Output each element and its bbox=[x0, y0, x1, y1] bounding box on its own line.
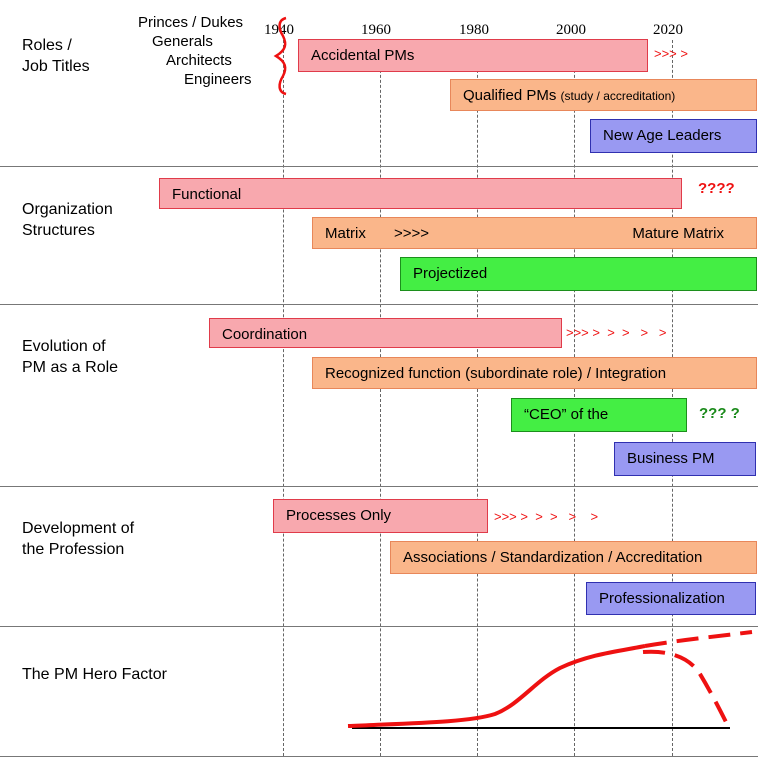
bar-coordination: Coordination bbox=[209, 318, 562, 348]
section-divider bbox=[0, 756, 758, 757]
bar-mature-matrix-label: Mature Matrix bbox=[632, 225, 724, 242]
bar-functional: Functional bbox=[159, 178, 682, 209]
bar-projectized-label: Projectized bbox=[413, 265, 488, 282]
bar-processes-only-label: Processes Only bbox=[286, 507, 392, 524]
hero-factor-curve-area bbox=[347, 630, 753, 731]
bar-professionalization: Professionalization bbox=[586, 582, 756, 615]
bar-matrix-label: Matrix bbox=[325, 225, 366, 242]
bar-new-age-leaders-label: New Age Leaders bbox=[603, 127, 722, 144]
gridline-1960 bbox=[380, 40, 381, 756]
section-divider bbox=[0, 486, 758, 487]
hero-factor-lower-projection bbox=[642, 649, 732, 731]
precursor-architects: Architects bbox=[166, 52, 232, 69]
bar-matrix-arrows: >>>> bbox=[394, 225, 430, 242]
precursor-generals: Generals bbox=[152, 33, 213, 50]
bar-functional-label: Functional bbox=[172, 186, 242, 203]
bar-ceo-label: “CEO” of the bbox=[524, 406, 609, 423]
processes-continuation-arrows: >>> > > > > > bbox=[494, 509, 599, 524]
bar-professionalization-label: Professionalization bbox=[599, 590, 725, 607]
hero-factor-curve bbox=[347, 644, 646, 728]
bar-associations-label: Associations / Standardization / Accredi… bbox=[403, 549, 703, 566]
gridline-1940 bbox=[283, 40, 284, 756]
bar-ceo: “CEO” of the bbox=[511, 398, 687, 432]
year-label-2000: 2000 bbox=[556, 22, 586, 38]
year-label-1960: 1960 bbox=[361, 22, 391, 38]
bar-new-age-leaders: New Age Leaders bbox=[590, 119, 757, 153]
bar-processes-only: Processes Only bbox=[273, 499, 488, 533]
precursor-engineers: Engineers bbox=[184, 71, 252, 88]
functional-question-marks: ???? bbox=[698, 180, 735, 197]
bar-matrix: Matrix >>>> Mature Matrix bbox=[312, 217, 757, 249]
year-label-2020: 2020 bbox=[653, 22, 683, 38]
bar-projectized: Projectized bbox=[400, 257, 757, 291]
section-divider bbox=[0, 166, 758, 167]
hero-factor-upper-projection bbox=[644, 630, 753, 648]
year-label-1980: 1980 bbox=[459, 22, 489, 38]
bar-qualified-pms-note: (study / accreditation) bbox=[560, 89, 676, 103]
curly-brace bbox=[273, 16, 287, 96]
bar-recognized-function: Recognized function (subordinate role) /… bbox=[312, 357, 757, 389]
section-divider bbox=[0, 626, 758, 627]
section-label-evolution: Evolution of PM as a Role bbox=[22, 338, 119, 376]
section-label-organization: Organization Structures bbox=[22, 201, 113, 239]
section-label-roles: Roles / Job Titles bbox=[22, 37, 90, 75]
section-divider bbox=[0, 304, 758, 305]
bar-coordination-label: Coordination bbox=[222, 326, 308, 343]
bar-recognized-function-label: Recognized function (subordinate role) /… bbox=[325, 365, 667, 382]
accidental-continuation-arrows: >>> > bbox=[654, 46, 688, 61]
gridline-1980 bbox=[477, 40, 478, 756]
coordination-continuation-arrows: >>> > > > > > bbox=[566, 325, 667, 340]
bar-associations: Associations / Standardization / Accredi… bbox=[390, 541, 757, 574]
precursor-princes-dukes: Princes / Dukes bbox=[138, 14, 244, 31]
section-label-hero-factor: The PM Hero Factor bbox=[22, 666, 167, 683]
bar-qualified-pms-label: Qualified PMs bbox=[463, 87, 557, 104]
bar-accidental-pms-label: Accidental PMs bbox=[311, 47, 415, 64]
section-label-development: Development of the Profession bbox=[22, 520, 135, 558]
bar-business-pm-label: Business PM bbox=[627, 450, 715, 467]
ceo-question-marks: ??? ? bbox=[699, 405, 740, 422]
bar-accidental-pms: Accidental PMs bbox=[298, 39, 648, 72]
bar-business-pm: Business PM bbox=[614, 442, 756, 476]
bar-qualified-pms: Qualified PMs (study / accreditation) bbox=[450, 79, 757, 111]
